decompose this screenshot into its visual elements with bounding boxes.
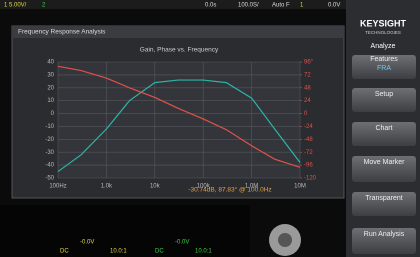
y-tick-label: 20 bbox=[47, 85, 54, 91]
plot-area bbox=[58, 62, 300, 178]
y2-tick-label: 48 bbox=[304, 85, 311, 91]
y2-tick-label: 96° bbox=[304, 60, 314, 66]
y-tick-label: -30 bbox=[45, 150, 54, 156]
window-title: Frequency Response Analysis bbox=[18, 29, 106, 36]
ch2-coupling: DC bbox=[155, 249, 164, 255]
y2-tick-label: -120 bbox=[304, 176, 317, 182]
menu-button[interactable]: Run Analysis bbox=[352, 228, 416, 254]
ch1-coupling: DC bbox=[60, 249, 69, 255]
x-tick-label: 100Hz bbox=[49, 184, 66, 190]
rate: 100.0S/ bbox=[238, 3, 259, 9]
ch2-probe: 10.0:1 bbox=[195, 249, 212, 255]
menu-title: Analyze bbox=[371, 43, 396, 50]
button-label: Chart bbox=[352, 124, 416, 133]
level: 0.0V bbox=[328, 3, 340, 9]
time: 0.0s bbox=[205, 3, 216, 9]
y2-tick-label: -48 bbox=[304, 137, 313, 143]
x-tick-label: 1.0k bbox=[101, 184, 113, 190]
button-label: Move Marker bbox=[352, 158, 416, 167]
ch1-probe: 10.0:1 bbox=[110, 249, 127, 255]
scope-screen: 1 5.00V/ 2 0.0s 100.0S/ Auto F 1 0.0V Fr… bbox=[0, 0, 420, 257]
y2-tick-label: -96 bbox=[304, 163, 313, 169]
button-label: Run Analysis bbox=[352, 230, 416, 239]
x-tick-label: 10M bbox=[294, 184, 306, 190]
brand-sub: TECHNOLOGIES bbox=[365, 30, 401, 35]
y-tick-label: 40 bbox=[47, 60, 54, 66]
ch2-offset: -0.0V bbox=[175, 240, 189, 246]
status-bar bbox=[0, 0, 346, 9]
x-tick-label: 100k bbox=[197, 184, 211, 190]
menu-button[interactable]: Move Marker bbox=[352, 156, 416, 182]
y-tick-label: 10 bbox=[47, 98, 54, 104]
bnc-core bbox=[278, 233, 292, 247]
menu-button[interactable]: Setup bbox=[352, 88, 416, 112]
x-tick-label: 10k bbox=[150, 184, 161, 190]
menu-button[interactable]: Chart bbox=[352, 122, 416, 146]
ch1-scale: 1 5.00V/ bbox=[4, 3, 27, 9]
button-value: FRA bbox=[352, 64, 416, 73]
y-tick-label: -40 bbox=[45, 163, 54, 169]
y-tick-label: -20 bbox=[45, 137, 54, 143]
brand: KEYSIGHT bbox=[360, 18, 407, 28]
y-tick-label: 30 bbox=[47, 72, 54, 78]
y2-tick-label: -72 bbox=[304, 150, 313, 156]
x-tick-label: 1.0M bbox=[245, 184, 258, 190]
button-label: Setup bbox=[352, 90, 416, 99]
y2-tick-label: 24 bbox=[304, 98, 311, 104]
button-label: Transparent bbox=[352, 194, 416, 203]
y-tick-label: -10 bbox=[45, 124, 54, 130]
chart-title: Gain, Phase vs. Frequency bbox=[140, 47, 219, 54]
y2-tick-label: -24 bbox=[304, 124, 313, 130]
y-tick-label: -50 bbox=[45, 176, 54, 182]
ch1-offset: -0.0V bbox=[80, 240, 94, 246]
button-label: Features bbox=[352, 55, 416, 64]
menu-button[interactable]: Transparent bbox=[352, 192, 416, 216]
y2-tick-label: 72 bbox=[304, 72, 311, 78]
mode: Auto F bbox=[272, 3, 290, 9]
